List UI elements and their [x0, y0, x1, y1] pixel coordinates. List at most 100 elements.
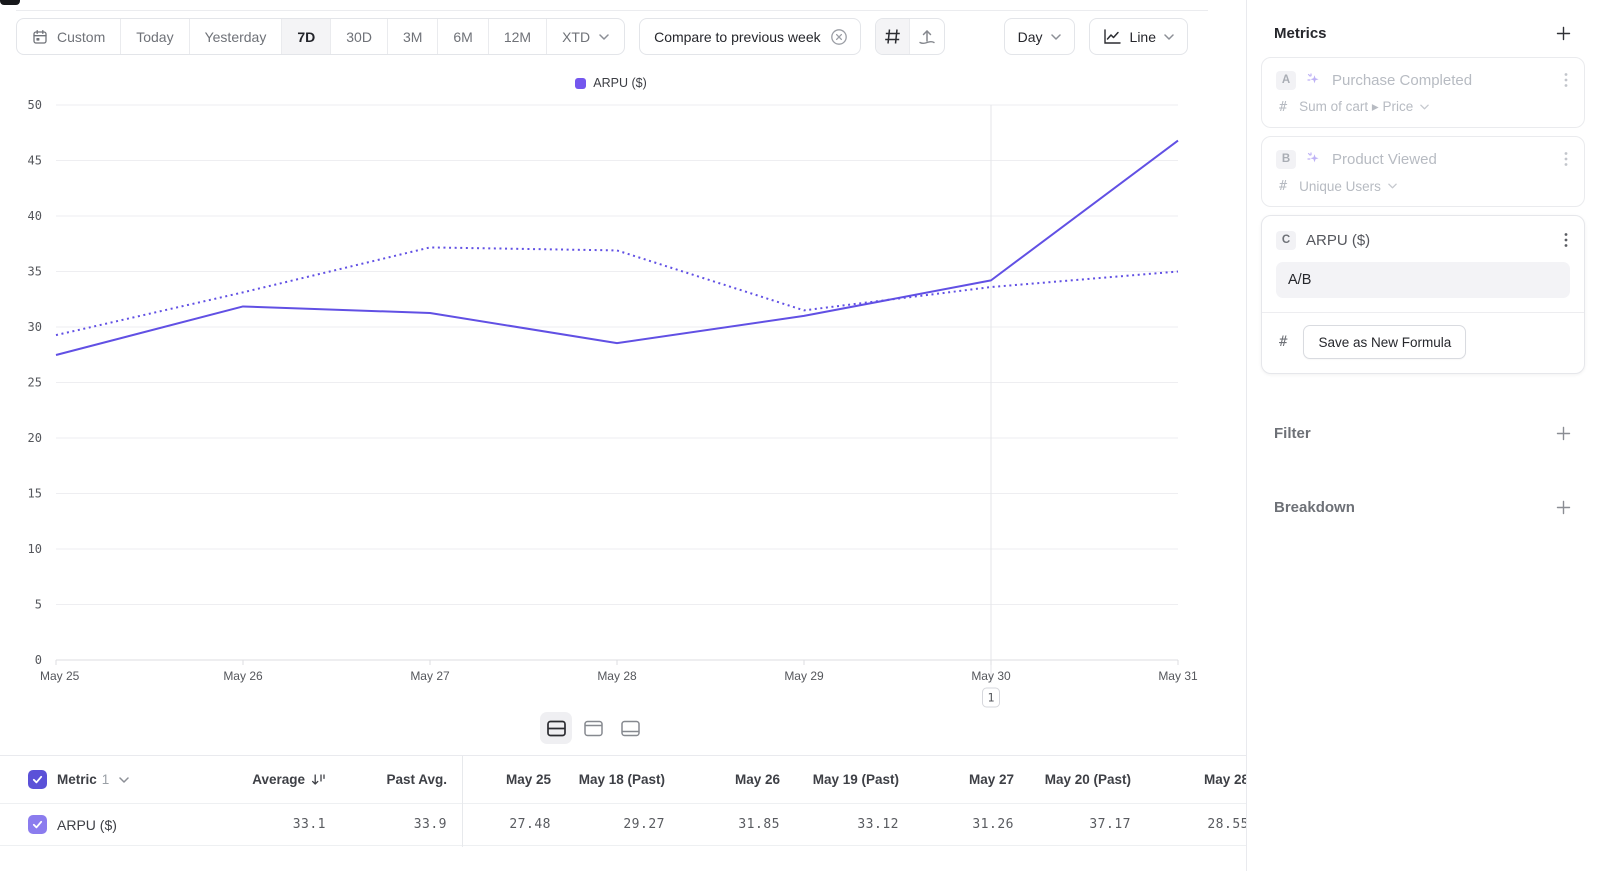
chart-display-toggles	[874, 18, 945, 55]
sparkle-icon	[1307, 152, 1319, 163]
range-3m[interactable]: 3M	[388, 19, 439, 54]
annotation-toggle-button[interactable]	[910, 19, 944, 54]
cell-average: 33.1	[292, 817, 326, 832]
cell-may-20-past-: 37.17	[1089, 817, 1131, 832]
top-divider	[16, 10, 1208, 11]
window-notch	[0, 0, 20, 5]
column-header-may-19-past-[interactable]: May 19 (Past)	[812, 772, 899, 787]
range-custom[interactable]: Custom	[17, 19, 122, 54]
cell-may-28: 28.55	[1207, 817, 1247, 832]
y-axis-tick-label: 20	[28, 431, 42, 445]
metric-card-b[interactable]: B Product Viewed # Unique Users	[1261, 136, 1585, 207]
add-filter-button[interactable]	[1554, 424, 1572, 442]
x-axis-tick-label: May 28	[597, 669, 637, 683]
line-chart[interactable]: 0 5 10 15 20 25 30 35 40 45 50 May 25 May 26 May 27 Ma…	[0, 98, 1222, 714]
formula-input[interactable]: A/B	[1276, 262, 1570, 298]
save-as-new-formula-button[interactable]: Save as New Formula	[1303, 325, 1467, 359]
y-axis-tick-label: 10	[28, 542, 42, 556]
y-axis-tick-label: 45	[28, 154, 42, 168]
metric-badge-b: B	[1276, 149, 1296, 169]
column-header-may-27[interactable]: May 27	[968, 772, 1014, 787]
past-period-line[interactable]	[55, 246, 1179, 337]
breakdown-title: Breakdown	[1274, 498, 1355, 516]
granularity-dropdown[interactable]: Day	[1003, 18, 1075, 55]
metric-card-c[interactable]: C ARPU ($) A/B # Save as New Formula	[1261, 215, 1585, 374]
filter-section-header[interactable]: Filter	[1261, 424, 1585, 442]
range-xtd[interactable]: XTD	[547, 19, 624, 54]
annotation-badge[interactable]	[982, 687, 1000, 708]
metric-badge-a: A	[1276, 70, 1296, 90]
x-axis-tick-label: May 30	[971, 669, 1011, 683]
y-axis-tick-label: 35	[28, 265, 42, 279]
chevron-down-icon[interactable]	[119, 776, 130, 783]
calendar-icon	[33, 29, 47, 44]
column-header-may-26[interactable]: May 26	[734, 772, 780, 787]
kebab-menu-icon[interactable]	[1562, 149, 1570, 169]
column-header-may-25[interactable]: May 25	[505, 772, 551, 787]
x-axis-tick-label: May 26	[223, 669, 263, 683]
formula-prefix: #	[1279, 334, 1288, 350]
column-header-may-18-past-[interactable]: May 18 (Past)	[578, 772, 665, 787]
range-30d[interactable]: 30D	[331, 19, 388, 54]
measure-selector-a[interactable]: Sum of cart ▸ Price	[1299, 99, 1429, 115]
line-chart-icon	[1103, 28, 1121, 44]
plus-icon	[1556, 500, 1570, 514]
column-header-average[interactable]: Average	[218, 772, 326, 787]
cell-past-avg-: 33.9	[413, 817, 447, 832]
chart-legend[interactable]: ARPU ($)	[0, 76, 1222, 90]
split-horizontal-icon	[546, 720, 566, 736]
add-metric-button[interactable]	[1554, 24, 1572, 42]
range-today[interactable]: Today	[121, 19, 190, 54]
add-breakdown-button[interactable]	[1554, 498, 1572, 516]
select-all-checkbox[interactable]	[28, 770, 47, 789]
results-table: Metric 1 Average Past Avg. May 25 May 18 (Pa…	[0, 756, 1247, 871]
compare-chip[interactable]: Compare to previous week	[639, 18, 861, 55]
kebab-menu-icon[interactable]	[1562, 230, 1570, 250]
layout-top-bar-button[interactable]	[577, 712, 609, 744]
query-sidebar: Metrics A Purchase Completed	[1247, 0, 1600, 871]
metric-header-cell[interactable]: Metric 1	[0, 770, 218, 789]
table-header-row: Metric 1 Average Past Avg. May 25 May 18 (Pa…	[0, 756, 1247, 804]
cell-may-27: 31.26	[972, 817, 1014, 832]
plus-icon	[1556, 426, 1570, 440]
column-header-past-avg-[interactable]: Past Avg.	[386, 772, 447, 787]
cell-may-26: 31.85	[738, 817, 780, 832]
column-header-may-20-past-[interactable]: May 20 (Past)	[1044, 772, 1131, 787]
hash-grid-icon	[884, 29, 900, 44]
grid-toggle-button[interactable]	[875, 19, 910, 54]
y-axis-tick-label: 25	[28, 376, 42, 390]
measure-selector-b[interactable]: Unique Users	[1299, 179, 1397, 194]
metric-title-c: ARPU ($)	[1306, 231, 1371, 249]
metric-cards: A Purchase Completed # Sum of cart ▸ Pri…	[1261, 57, 1585, 374]
metrics-title: Metrics	[1274, 24, 1327, 42]
chart-type-dropdown[interactable]: Line	[1088, 18, 1188, 55]
range-6m[interactable]: 6M	[438, 19, 489, 54]
column-header-may-28[interactable]: May 28	[1203, 772, 1247, 787]
filter-title: Filter	[1274, 424, 1311, 442]
chart-table-divider	[0, 755, 1246, 756]
y-axis-tick-label: 0	[35, 653, 42, 667]
layout-split-horizontal-button[interactable]	[540, 712, 572, 744]
range-yesterday[interactable]: Yesterday	[190, 19, 283, 54]
x-circle-icon[interactable]	[830, 28, 848, 46]
range-12m[interactable]: 12M	[489, 19, 548, 54]
metric-badge-c: C	[1276, 230, 1296, 250]
sort-descending-icon[interactable]	[311, 773, 326, 787]
bottom-pane-icon	[620, 720, 640, 736]
layout-bottom-bar-button[interactable]	[614, 712, 646, 744]
x-axis-tick-label: May 27	[410, 669, 450, 683]
x-axis-tick-label: May 25	[40, 669, 80, 683]
chevron-down-icon	[1050, 33, 1061, 40]
card-divider	[1262, 312, 1584, 313]
metric-card-a[interactable]: A Purchase Completed # Sum of cart ▸ Pri…	[1261, 57, 1585, 128]
range-7d[interactable]: 7D	[282, 19, 332, 54]
row-checkbox[interactable]	[28, 815, 47, 834]
compare-chip-label: Compare to previous week	[654, 28, 821, 45]
kebab-menu-icon[interactable]	[1562, 70, 1570, 90]
y-axis-tick-label: 30	[28, 320, 42, 334]
current-period-line[interactable]	[55, 139, 1179, 356]
breakdown-section-header[interactable]: Breakdown	[1261, 498, 1585, 516]
legend-swatch	[575, 77, 587, 89]
metrics-section-header: Metrics	[1261, 24, 1585, 42]
